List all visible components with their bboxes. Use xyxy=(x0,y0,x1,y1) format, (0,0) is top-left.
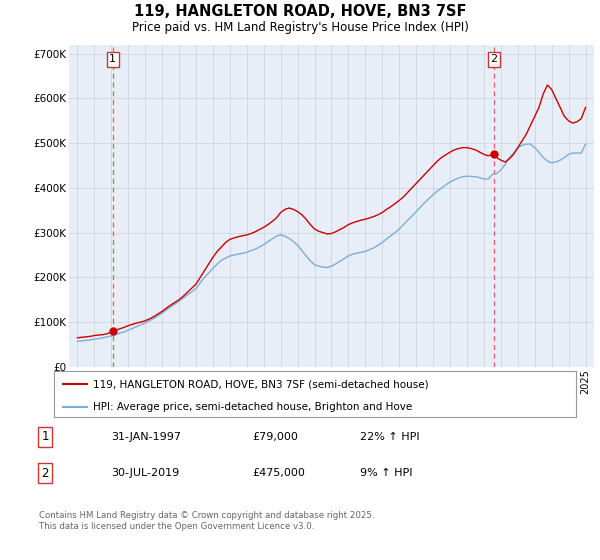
Text: 1: 1 xyxy=(41,430,49,444)
Text: Price paid vs. HM Land Registry's House Price Index (HPI): Price paid vs. HM Land Registry's House … xyxy=(131,21,469,34)
Text: 119, HANGLETON ROAD, HOVE, BN3 7SF (semi-detached house): 119, HANGLETON ROAD, HOVE, BN3 7SF (semi… xyxy=(93,379,429,389)
Text: £79,000: £79,000 xyxy=(252,432,298,442)
Text: 2: 2 xyxy=(41,466,49,480)
Text: HPI: Average price, semi-detached house, Brighton and Hove: HPI: Average price, semi-detached house,… xyxy=(93,402,412,412)
Text: 2: 2 xyxy=(490,54,497,64)
Text: 119, HANGLETON ROAD, HOVE, BN3 7SF: 119, HANGLETON ROAD, HOVE, BN3 7SF xyxy=(134,4,466,19)
Text: 30-JUL-2019: 30-JUL-2019 xyxy=(111,468,179,478)
Text: 9% ↑ HPI: 9% ↑ HPI xyxy=(360,468,413,478)
Text: Contains HM Land Registry data © Crown copyright and database right 2025.
This d: Contains HM Land Registry data © Crown c… xyxy=(39,511,374,531)
Text: £475,000: £475,000 xyxy=(252,468,305,478)
Text: 22% ↑ HPI: 22% ↑ HPI xyxy=(360,432,419,442)
Text: 31-JAN-1997: 31-JAN-1997 xyxy=(111,432,181,442)
Text: 1: 1 xyxy=(109,54,116,64)
